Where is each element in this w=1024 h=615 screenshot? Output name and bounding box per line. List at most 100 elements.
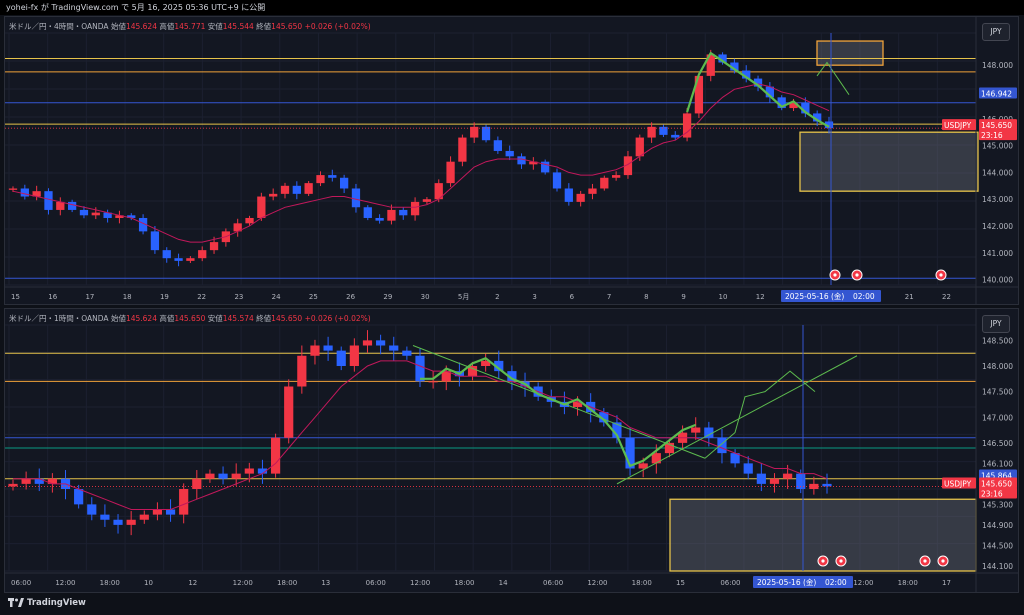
event-marker-dot [833,273,837,277]
time-axis-label: 06:00 [11,579,31,587]
candle-body [671,134,680,138]
candle-body [682,113,692,138]
price-axis-label: 147.500 [982,388,1013,397]
candle-body [434,183,443,200]
candle-body [777,97,786,109]
time-axis-label: 12:00 [587,579,607,587]
price-badge-level: 146.942 [981,90,1012,99]
high-label: 高値 [159,314,175,323]
candle-body [233,223,242,232]
moving-average-line [12,83,830,243]
symbol-badge: USDJPY [944,121,972,130]
candle-body [79,209,89,216]
candle-body [446,161,455,184]
candle-body [244,468,254,474]
candle-body [576,193,585,202]
time-axis-label: 25 [309,293,318,301]
time-axis-label: 22 [197,293,206,301]
candle-body [165,509,176,515]
candle-body [162,250,171,259]
price-badge-last: 145.650 [981,479,1012,488]
currency-button[interactable]: JPY [982,315,1010,333]
close-value: 145.650 [271,314,303,323]
currency-button[interactable]: JPY [982,23,1010,41]
moving-average-line [13,360,828,510]
crosshair-time: 02:00 [825,578,847,587]
chart-svg-1h[interactable]: 148.500 148.000 147.500 147.000 146.500 146.1… [5,309,1018,592]
price-badge-level-bg [979,87,1017,99]
chart-panel-1h[interactable]: 148.500 148.000 147.500 147.000 146.500 146.1… [4,308,1019,593]
time-axis-label: 22 [942,293,951,301]
close-label: 終値 [256,22,272,31]
time-axis-label: 06:00 [543,579,563,587]
candle-body [336,350,346,366]
zone-box [816,40,884,66]
candle-body [481,360,491,366]
time-axis-label: 10 [719,293,728,301]
low-value: 145.574 [222,314,254,323]
time-axis-label: 06:00 [720,579,740,587]
low-label: 安値 [207,314,223,323]
price-axis-label: 147.000 [982,413,1013,422]
footer: TradingView [0,595,1024,615]
low-value: 145.544 [222,22,254,31]
candle-body [310,345,320,356]
candle-body [209,242,219,251]
open-value: 145.624 [125,22,157,31]
legend-1h: 米ドル／円・1時間・OANDA 始値145.624 高値 145.650 安値14… [9,313,371,324]
candle-body [505,150,514,157]
candle-body [269,193,278,197]
time-axis-label: 9 [681,293,685,301]
price-badge-level: 145.864 [981,471,1012,480]
tradingview-logo-icon [8,598,24,607]
time-axis-label: 2 [495,293,499,301]
candle-body [74,489,84,505]
candle-body [718,54,727,63]
candle-body [552,172,562,189]
time-axis-label: 15 [11,293,20,301]
candle-body [691,427,701,433]
candle-body [507,371,517,382]
candle-body [67,201,77,210]
time-axis-label: 6 [570,293,575,301]
time-axis-label: 12:00 [233,579,253,587]
candle-body [704,427,714,438]
open-value: 145.624 [125,314,157,323]
price-badge-last: 145.650 [981,121,1012,130]
event-marker-dot [821,559,825,563]
legend-title: 米ドル／円・4時間・OANDA [9,22,109,31]
countdown-badge: 23:16 [981,131,1003,140]
high-value: 145.771 [174,22,206,31]
candle-body [611,175,621,178]
legend-title: 米ドル／円・1時間・OANDA [9,314,109,323]
time-axis-label: 12 [756,293,765,301]
price-badge-last-bg [979,477,1017,489]
change-value: +0.026 (+0.02%) [304,22,371,31]
chart-panel-4h[interactable]: 148.000146.000145.000144.000143.000142.0… [4,16,1019,305]
event-marker-dot [923,559,927,563]
candle-body [375,217,384,221]
zone-box [799,131,979,192]
candle-body [428,381,438,383]
candle-body [34,478,44,484]
time-axis-label: 14 [499,579,508,587]
time-axis-label: 18:00 [632,579,652,587]
time-axis-label: 10 [144,579,153,587]
time-axis-label: 26 [346,293,355,301]
time-axis-label: 12 [188,579,197,587]
time-axis-label: 23 [234,293,243,301]
candle-body [376,340,386,346]
candle-body [362,340,373,346]
candle-body [481,126,491,141]
candle-body [730,453,740,464]
candle-body [467,366,478,377]
price-axis-label: 144.900 [982,521,1013,530]
time-axis-label: 12:00 [410,579,430,587]
open-label: 始値 [110,314,126,323]
candle-body [349,345,359,366]
candle-body [824,121,834,129]
chart-svg-4h[interactable]: 148.000146.000145.000144.000143.000142.0… [5,17,1018,304]
time-axis-label: 21 [905,293,914,301]
candle-body [284,386,294,438]
price-axis-label: 140.000 [982,276,1013,285]
